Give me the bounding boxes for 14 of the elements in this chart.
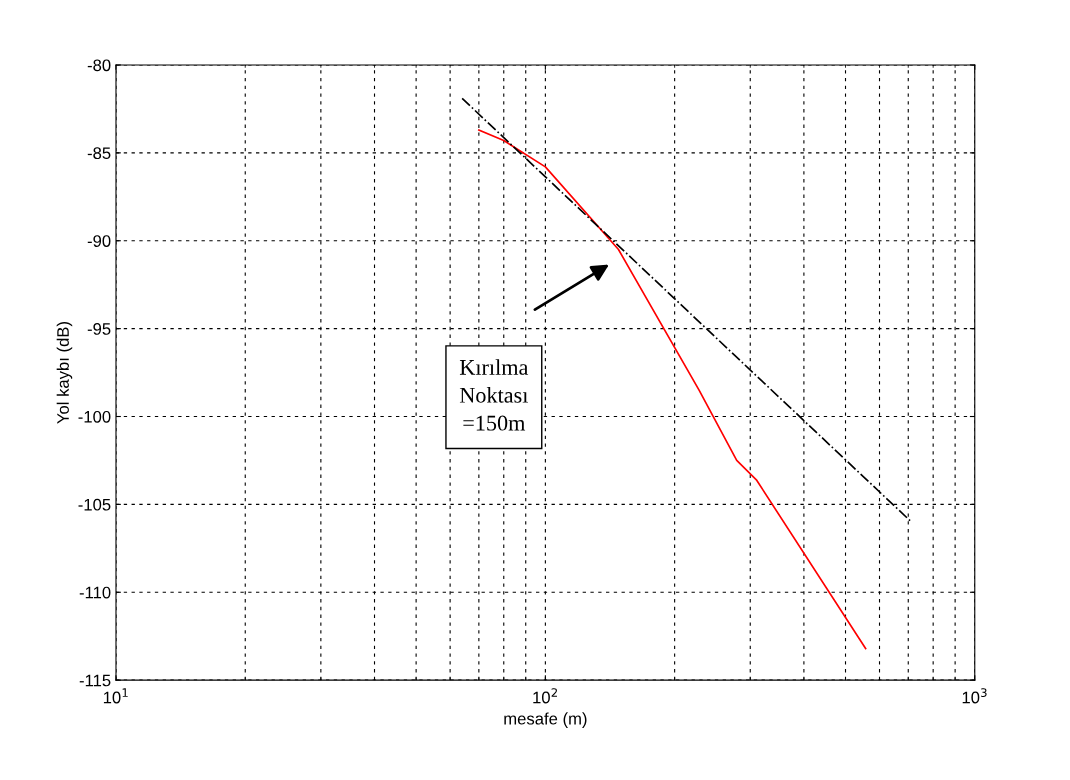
x-tick-label: 10$^{2}$ xyxy=(533,688,557,704)
annotation: Kırılma Noktası =150m xyxy=(459,359,529,431)
y-tick-label: -80 xyxy=(87,59,111,72)
y-tick-label: -115 xyxy=(79,674,111,687)
x-tick-label: 10$^{1}$ xyxy=(103,688,128,704)
x-tick-label: 10$^{3}$ xyxy=(962,688,987,704)
y-axis-title: Yol kaybı (dB) xyxy=(56,322,73,424)
y-tick-label: -95 xyxy=(87,323,111,335)
x-axis-title: mesafe (m) xyxy=(504,712,587,728)
y-tick-label: -100 xyxy=(78,410,111,423)
y-tick-label: -90 xyxy=(87,235,111,247)
y-tick-label: -105 xyxy=(78,498,111,511)
y-tick-label: -110 xyxy=(79,586,111,599)
y-tick-label: -85 xyxy=(87,147,111,160)
